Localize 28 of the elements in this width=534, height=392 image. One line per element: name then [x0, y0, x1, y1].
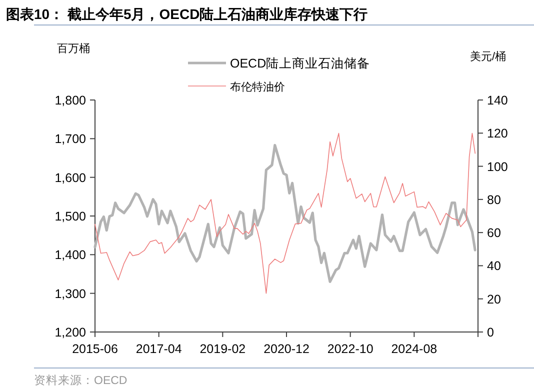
y2-tick-label: 140	[487, 94, 508, 108]
title: 图表10： 截止今年5月，OECD陆上石油商业库存快速下行	[6, 6, 534, 26]
x-tick-label: 2017-04	[136, 342, 182, 356]
legend-label: 布伦特油价	[230, 80, 285, 94]
y2-tick-label: 100	[487, 160, 508, 174]
y2label: 美元/桶	[470, 51, 506, 63]
y-tick-label: 1,700	[54, 132, 86, 146]
x-tick-label: 2019-02	[200, 342, 246, 356]
y-tick-label: 1,800	[54, 94, 86, 108]
chart-title: 图表10： 截止今年5月，OECD陆上石油商业库存快速下行	[6, 6, 368, 22]
y-tick-label: 1,300	[54, 286, 86, 301]
y2-tick-label: 60	[487, 226, 501, 240]
x-tick-label: 2015-06	[72, 342, 118, 356]
x-tick-label: 2024-08	[391, 342, 438, 356]
ylabel: 百万桶	[57, 43, 90, 55]
y-tick-label: 1,400	[54, 248, 86, 262]
y2-tick-label: 20	[487, 292, 501, 306]
y-tick-label: 1,200	[54, 326, 86, 340]
y2-tick-label: 0	[487, 326, 494, 340]
y2-tick-label: 80	[487, 192, 501, 207]
x-tick-label: 2020-12	[264, 342, 310, 356]
x-tick-label: 2022-10	[327, 342, 374, 356]
y2-tick-label: 40	[487, 259, 501, 274]
y-tick-label: 1,600	[54, 170, 86, 185]
y2-tick-label: 120	[487, 126, 508, 141]
legend-label: OECD陆上商业石油储备	[230, 56, 370, 70]
annotations: 资料来源：OECD	[34, 368, 534, 387]
y-tick-label: 1,500	[54, 210, 86, 224]
